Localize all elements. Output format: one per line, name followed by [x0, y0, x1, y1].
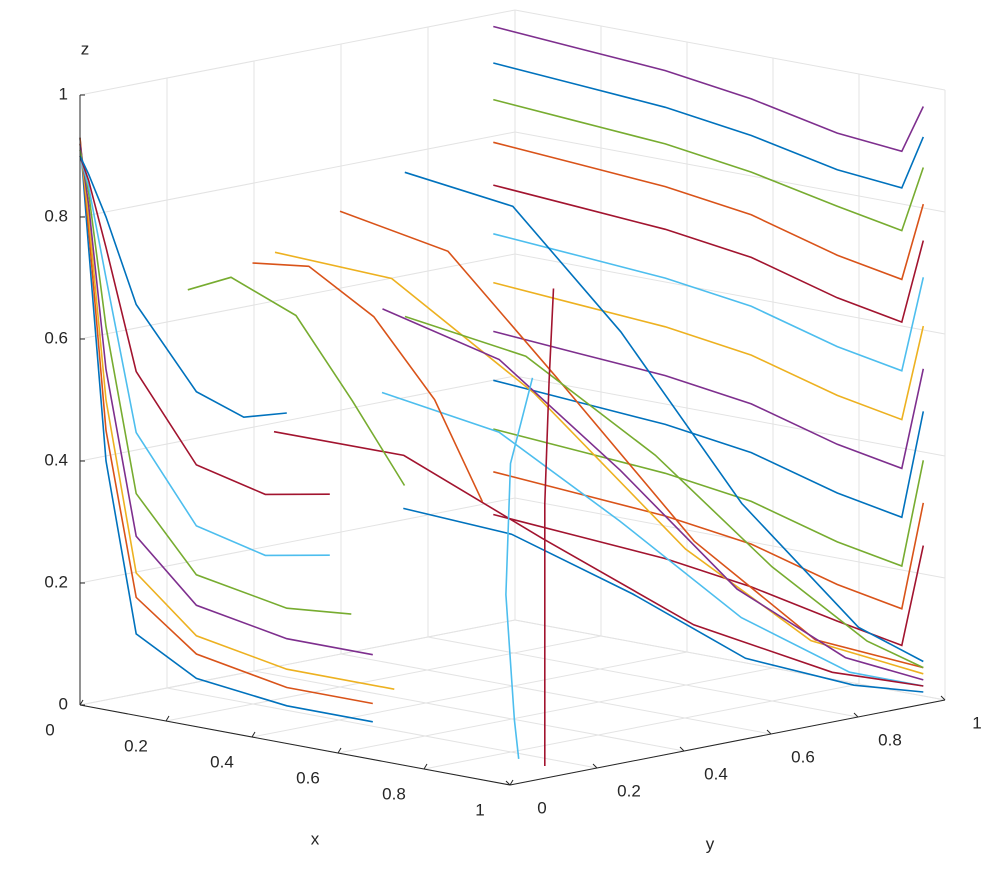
trajectory: [403, 507, 924, 693]
trajectory: [339, 210, 924, 669]
x-axis: [79, 704, 511, 786]
x-tick-label: 0: [45, 720, 54, 739]
y-tick: [766, 729, 772, 735]
x-tick: [337, 747, 342, 754]
x-tick: [509, 779, 514, 786]
trajectory: [493, 62, 925, 189]
grid-line: [79, 497, 516, 584]
trajectory: [493, 281, 925, 421]
y-tick: [679, 746, 685, 752]
grid-line: [79, 131, 516, 218]
trajectory: [493, 184, 925, 324]
trajectory: [493, 25, 925, 153]
x-tick: [165, 715, 170, 722]
y-tick: [940, 695, 946, 701]
trajectory: [252, 262, 484, 503]
z-tick-label: 1: [59, 84, 68, 103]
trajectory: [79, 155, 330, 496]
trajectory: [493, 471, 925, 610]
x-tick-label: 0.2: [124, 736, 148, 755]
trajectory: [79, 143, 395, 690]
trajectory: [404, 315, 924, 669]
grid-line: [79, 619, 516, 706]
trajectory: [404, 171, 924, 663]
trajectory: [79, 143, 373, 656]
grid-line: [514, 253, 946, 335]
trajectory: [493, 98, 925, 232]
trajectories: [79, 25, 925, 766]
trajectory: [187, 276, 406, 486]
trajectory: [544, 288, 555, 766]
y-tick-label: 1: [972, 713, 981, 732]
trajectory: [493, 379, 925, 519]
x-tick-label: 1: [475, 800, 484, 819]
grid-line: [514, 497, 946, 579]
trajectory: [493, 330, 925, 470]
y-tick: [853, 712, 859, 718]
grid-line: [423, 683, 860, 770]
trajectory: [79, 149, 352, 615]
z-tick-label: 0.2: [44, 572, 68, 591]
trajectory: [274, 251, 924, 675]
grid-line: [337, 667, 774, 754]
grid-line: [253, 670, 685, 752]
y-tick: [505, 780, 511, 786]
y-axis-label: y: [706, 834, 715, 853]
y-tick-label: 0.8: [878, 730, 902, 749]
x-axis-label: x: [311, 829, 320, 848]
grid-line: [79, 253, 516, 340]
x-tick-label: 0.4: [210, 752, 234, 771]
trajectory: [493, 233, 925, 372]
grid: [79, 9, 946, 786]
z-tick-label: 0: [59, 694, 68, 713]
trajectory: [381, 391, 924, 687]
y-tick: [592, 763, 598, 769]
grid-line: [166, 687, 598, 769]
trajectory: [505, 377, 534, 759]
z-tick-label: 0.6: [44, 328, 68, 347]
x-tick: [423, 763, 428, 770]
grid-line: [79, 9, 516, 96]
y-tick-label: 0.2: [617, 781, 641, 800]
grid-line: [514, 131, 946, 213]
z-axis-label: z: [81, 39, 90, 58]
z-tick-label: 0.4: [44, 450, 68, 469]
trajectory: [79, 155, 330, 557]
trajectory: [493, 428, 925, 568]
grid-line: [251, 651, 688, 738]
grid-line: [165, 635, 602, 722]
y-axis: [509, 699, 946, 786]
x-tick: [251, 731, 256, 738]
trajectory: [273, 430, 924, 687]
grid-line: [427, 636, 859, 718]
z-tick-label: 0.8: [44, 206, 68, 225]
axes: 0 0.2 0.4 0.6 0.8 1 0 0.2 0.4 0.6 0.8 1 0 0.2 0.4 0.6 0.…: [44, 84, 981, 819]
grid-line: [79, 375, 516, 462]
trajectory: [382, 308, 924, 681]
trajectory: [493, 141, 925, 281]
x-tick-label: 0.8: [382, 784, 406, 803]
grid-line: [514, 375, 946, 457]
trajectory: [79, 155, 287, 419]
y-tick-label: 0.6: [791, 747, 815, 766]
trajectory: [79, 137, 373, 723]
grid-line: [340, 653, 772, 735]
y-tick-label: 0: [537, 798, 546, 817]
grid-line: [514, 9, 946, 91]
y-tick-label: 0.4: [704, 764, 728, 783]
x-tick: [79, 699, 84, 706]
x-tick-label: 0.6: [296, 768, 320, 787]
trajectory: [79, 137, 373, 705]
